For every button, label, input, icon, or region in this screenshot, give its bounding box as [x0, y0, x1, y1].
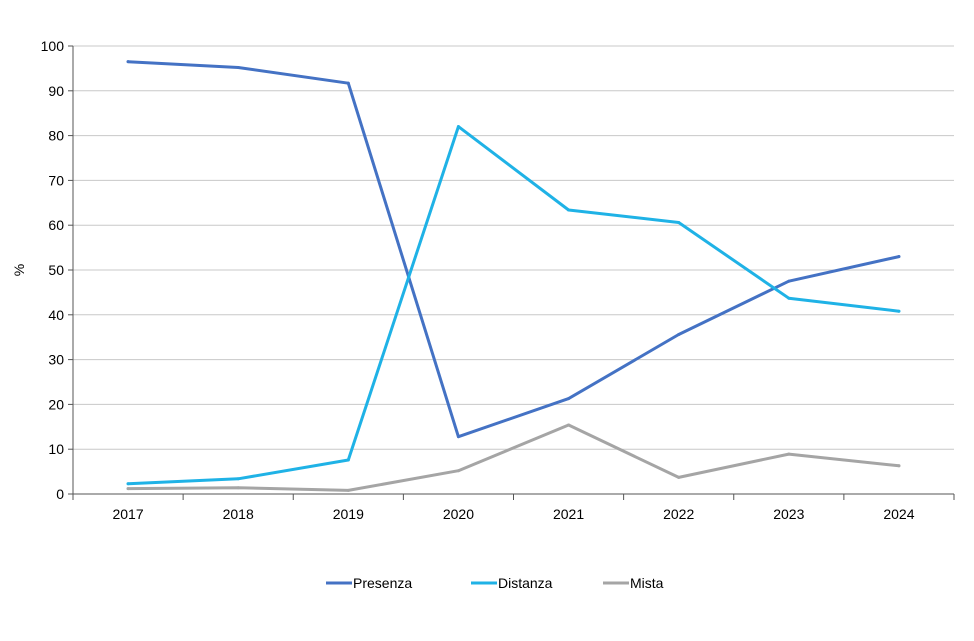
y-tick-label: 20: [48, 396, 64, 412]
series-line-mista: [126, 423, 901, 492]
y-tick-label: 80: [48, 128, 64, 144]
x-tick-label: 2019: [333, 506, 364, 522]
data-point: [897, 309, 901, 313]
y-tick-label: 60: [48, 217, 64, 233]
y-axis-title: %: [11, 264, 27, 276]
y-tick-label: 10: [48, 441, 64, 457]
x-tick-label: 2023: [773, 506, 804, 522]
y-tick-label: 70: [48, 172, 64, 188]
x-tick-label: 2024: [883, 506, 914, 522]
data-point: [126, 487, 130, 491]
data-point: [126, 60, 130, 64]
legend-label: Mista: [630, 575, 664, 591]
y-tick-label: 100: [41, 38, 65, 54]
x-tick-label: 2021: [553, 506, 584, 522]
y-tick-label: 40: [48, 307, 64, 323]
data-point: [787, 279, 791, 283]
data-point: [236, 486, 240, 490]
data-point: [346, 488, 350, 492]
data-point: [567, 423, 571, 427]
data-point: [236, 66, 240, 70]
data-point: [346, 458, 350, 462]
gridlines: [73, 45, 954, 450]
data-point: [897, 464, 901, 468]
data-point: [567, 208, 571, 212]
series-line-distanza: [126, 125, 901, 486]
series-line-presenza: [126, 60, 901, 439]
data-point: [787, 296, 791, 300]
x-tick-label: 2017: [112, 506, 143, 522]
data-point: [677, 333, 681, 337]
data-point: [346, 81, 350, 85]
x-axis: 2017 2018 2019 2020 2021 2022 2023 2024: [72, 493, 955, 522]
x-tick-label: 2022: [663, 506, 694, 522]
y-tick-label: 0: [56, 486, 64, 502]
data-point: [897, 255, 901, 259]
data-point: [236, 477, 240, 481]
y-tick-label: 30: [48, 352, 64, 368]
data-point: [456, 469, 460, 473]
x-tick-label: 2018: [223, 506, 254, 522]
data-point: [787, 452, 791, 456]
y-axis: 0 10 20 30 40 50 60 70 80 90 100: [41, 38, 74, 502]
data-point: [677, 475, 681, 479]
y-tick-label: 50: [48, 262, 64, 278]
x-tick-label: 2020: [443, 506, 474, 522]
series-lines: [126, 60, 901, 492]
y-tick-label: 90: [48, 83, 64, 99]
data-point: [126, 482, 130, 486]
data-point: [567, 397, 571, 401]
legend-label: Distanza: [498, 575, 553, 591]
legend-label: Presenza: [353, 575, 412, 591]
legend: Presenza Distanza Mista: [326, 575, 664, 591]
data-point: [677, 221, 681, 225]
data-point: [456, 125, 460, 129]
data-point: [456, 435, 460, 439]
